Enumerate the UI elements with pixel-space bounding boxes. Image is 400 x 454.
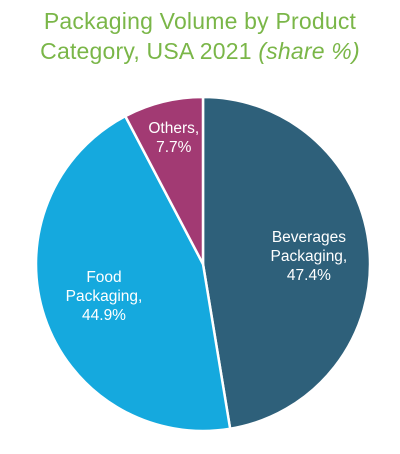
chart-title: Packaging Volume by Product Category, US…	[0, 6, 400, 66]
pie-label-line: Packaging,	[271, 248, 348, 265]
chart-title-unit: (share %)	[258, 38, 360, 64]
pie-label-others: Others, 7.7%	[148, 120, 199, 156]
chart-title-line-2: Category, USA 2021 (share %)	[0, 36, 400, 66]
pie-label-line: Beverages	[272, 229, 346, 246]
pie-label-line: Others,	[148, 120, 199, 137]
pie-label-line: 47.4%	[287, 267, 331, 284]
pie-label-line: 44.9%	[82, 307, 126, 324]
pie-slice-beverages-packaging	[201, 95, 372, 431]
pie-label-food-packaging: Food Packaging, 44.9%	[66, 269, 143, 324]
pie-label-line: Packaging,	[66, 288, 143, 305]
pie-label-beverages-packaging: Beverages Packaging, 47.4%	[271, 229, 348, 284]
pie-slices	[34, 95, 372, 433]
pie-label-line: 7.7%	[156, 139, 192, 156]
pie-labels: Beverages Packaging, 47.4% Food Packaging, 44…	[66, 120, 348, 324]
pie-slice-food-packaging	[34, 114, 232, 433]
pie-slice-others	[124, 95, 205, 266]
chart-title-main: Category, USA 2021	[40, 38, 252, 64]
chart-title-line-1: Packaging Volume by Product	[43, 8, 357, 34]
pie-label-line: Food	[86, 269, 121, 286]
